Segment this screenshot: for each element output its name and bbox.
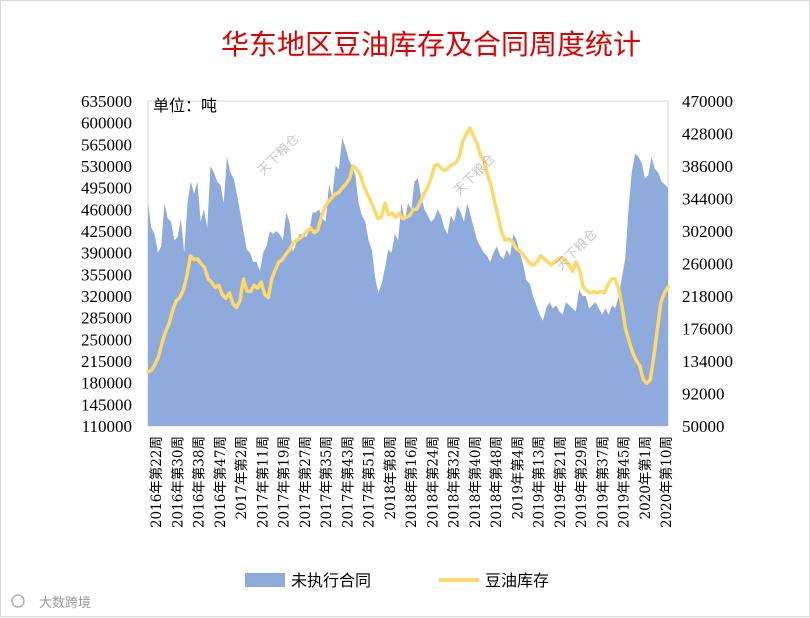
right-tick-label: 260000: [682, 255, 733, 274]
x-tick-label: 2016年第47周: [212, 436, 229, 528]
x-tick-label: 2019年第29周: [573, 436, 590, 528]
series-area-layer: [148, 138, 668, 426]
x-tick-label: 2017年第2周: [233, 436, 250, 519]
brand-logo-icon: [11, 594, 25, 608]
left-tick-label: 110000: [82, 417, 132, 436]
footer-watermark-text: 大数跨境: [39, 596, 91, 611]
plot-area: 天下粮仓 天下粮仓 天下粮仓: [146, 100, 670, 427]
legend-swatch-area: [245, 573, 285, 587]
right-tick-label: 50000: [682, 417, 725, 436]
left-tick-label: 635000: [81, 92, 132, 111]
x-tick-label: 2016年第38周: [191, 436, 208, 528]
x-tick-label: 2019年第45周: [616, 436, 633, 528]
x-tick-label: 2016年第30周: [169, 436, 186, 528]
right-tick-label: 176000: [682, 320, 733, 339]
x-tick-label: 2019年第4周: [509, 436, 526, 519]
x-tick-label: 2020年第10周: [658, 436, 675, 528]
left-axis: 635000 600000 565000 530000 495000 460000 4250…: [81, 92, 132, 436]
x-tick-label: 2020年第1周: [637, 436, 654, 519]
series-line-layer: [146, 126, 670, 386]
x-tick-label: 2018年第16周: [403, 436, 420, 528]
right-tick-label: 134000: [682, 352, 733, 371]
left-tick-label: 600000: [81, 114, 132, 133]
x-tick-label: 2018年第32周: [446, 436, 463, 528]
x-axis: 2016年第22周 2016年第30周 2016年第38周 2016年第47周 2017…: [148, 436, 675, 528]
right-tick-label: 218000: [682, 287, 733, 306]
unit-label: 单位：吨: [153, 96, 217, 115]
left-tick-label: 215000: [81, 352, 132, 371]
left-tick-label: 355000: [81, 265, 132, 284]
x-tick-label: 2017年第27周: [297, 436, 314, 528]
x-tick-label: 2017年第43周: [339, 436, 356, 528]
right-tick-label: 302000: [682, 222, 733, 241]
left-tick-label: 250000: [81, 330, 132, 349]
right-tick-label: 386000: [682, 157, 733, 176]
x-tick-label: 2017年第51周: [361, 436, 378, 528]
left-tick-label: 530000: [81, 157, 132, 176]
x-tick-label: 2018年第40周: [467, 436, 484, 528]
left-tick-label: 285000: [81, 309, 132, 328]
right-tick-label: 428000: [682, 125, 733, 144]
footer-watermark: 大数跨境: [11, 594, 91, 611]
left-tick-label: 180000: [81, 374, 132, 393]
x-tick-label: 2017年第35周: [318, 436, 335, 528]
x-tick-label: 2019年第13周: [531, 436, 548, 528]
series-area-contracts: [148, 138, 668, 426]
chart-title: 华东地区豆油库存及合同周度统计: [221, 28, 641, 61]
series-line-inventory: [146, 126, 670, 386]
right-axis: 470000 428000 386000 344000 302000 260000 2180…: [682, 92, 733, 436]
legend: 未执行合同 豆油库存: [245, 571, 549, 590]
left-tick-label: 565000: [81, 135, 132, 154]
left-tick-label: 460000: [81, 200, 132, 219]
legend-label-inventory: 豆油库存: [485, 571, 549, 590]
left-tick-label: 425000: [81, 222, 132, 241]
x-tick-label: 2019年第37周: [594, 436, 611, 528]
right-tick-label: 92000: [682, 385, 725, 404]
left-tick-label: 390000: [81, 244, 132, 263]
x-tick-label: 2016年第22周: [148, 436, 165, 528]
left-tick-label: 145000: [81, 395, 132, 414]
right-tick-label: 344000: [682, 190, 733, 209]
left-tick-label: 320000: [81, 287, 132, 306]
right-tick-label: 470000: [682, 92, 733, 111]
legend-label-contracts: 未执行合同: [291, 571, 371, 590]
x-tick-label: 2018年第24周: [424, 436, 441, 528]
x-tick-label: 2017年第19周: [276, 436, 293, 528]
x-tick-label: 2017年第11周: [254, 436, 271, 528]
x-tick-label: 2018年第48周: [488, 436, 505, 528]
left-tick-label: 495000: [81, 179, 132, 198]
x-tick-label: 2018年第8周: [382, 436, 399, 519]
x-tick-label: 2019年第21周: [552, 436, 569, 528]
